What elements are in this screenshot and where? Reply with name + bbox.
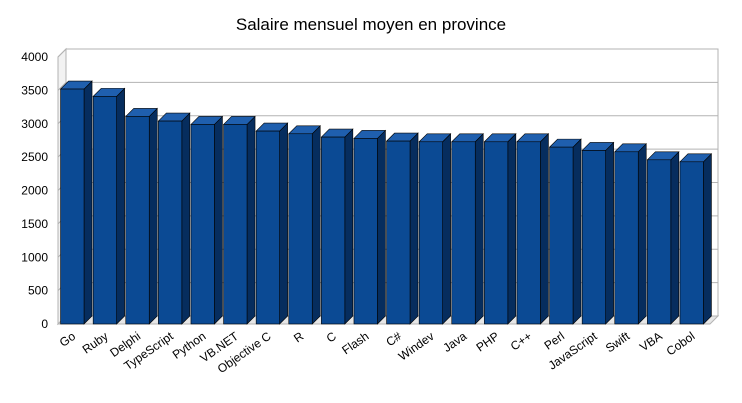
y-tick-label: 500 bbox=[28, 284, 48, 298]
x-tick-label: PHP bbox=[474, 329, 502, 355]
bar-front bbox=[255, 130, 280, 325]
bar bbox=[92, 87, 126, 325]
bar bbox=[483, 133, 517, 325]
y-tick-label: 2500 bbox=[21, 150, 48, 164]
bar-front bbox=[125, 116, 150, 325]
bar-side bbox=[409, 132, 419, 325]
x-tick-label: C bbox=[324, 329, 339, 346]
bar-side bbox=[605, 141, 614, 325]
x-tick-label: R bbox=[291, 329, 306, 346]
bar-side bbox=[279, 122, 288, 325]
bar bbox=[614, 143, 647, 325]
x-tick-label: C++ bbox=[508, 329, 535, 353]
bar bbox=[418, 133, 452, 325]
bar bbox=[190, 115, 224, 325]
bar-front bbox=[190, 124, 215, 325]
y-tick-label: 1500 bbox=[21, 217, 48, 231]
x-tick-label: Cobol bbox=[664, 329, 698, 358]
bar-front bbox=[418, 141, 443, 325]
bar bbox=[353, 129, 387, 325]
bar-front bbox=[92, 96, 117, 325]
bar-side bbox=[246, 115, 256, 325]
y-tick-label: 3000 bbox=[21, 117, 48, 131]
x-tick-label: VBA bbox=[637, 329, 665, 354]
bar-side bbox=[474, 133, 484, 325]
bar bbox=[581, 141, 615, 325]
bar-front bbox=[614, 151, 639, 325]
bar-front bbox=[679, 161, 704, 325]
bar-side bbox=[703, 153, 712, 325]
x-tick-label: Swift bbox=[603, 329, 633, 356]
x-tick-label: Ruby bbox=[80, 329, 111, 357]
bar bbox=[125, 107, 158, 325]
bar-side bbox=[83, 80, 93, 325]
bar-front bbox=[581, 150, 606, 325]
bar bbox=[646, 151, 680, 325]
bar bbox=[222, 115, 256, 325]
y-tick-label: 1000 bbox=[21, 250, 48, 264]
bar-side bbox=[214, 115, 223, 325]
bar-front bbox=[223, 124, 248, 325]
x-tick-label: Windev bbox=[396, 329, 437, 363]
bar bbox=[385, 132, 419, 325]
bar bbox=[320, 128, 354, 325]
bar-side bbox=[116, 87, 125, 325]
bar bbox=[157, 112, 191, 325]
y-tick-label: 4000 bbox=[21, 50, 48, 64]
bar bbox=[255, 122, 289, 325]
bar bbox=[516, 133, 550, 325]
bar-front bbox=[549, 146, 574, 325]
chart-title: Salaire mensuel moyen en province bbox=[235, 15, 507, 34]
bar-front bbox=[647, 159, 672, 325]
bar-side bbox=[181, 112, 191, 325]
bar bbox=[451, 133, 484, 325]
bar-side bbox=[311, 125, 321, 325]
bar-side bbox=[148, 107, 158, 325]
gridline bbox=[57, 81, 718, 91]
bar-side bbox=[344, 128, 354, 325]
bar-front bbox=[386, 140, 411, 325]
bar-side bbox=[670, 151, 680, 325]
bar-side bbox=[507, 133, 517, 325]
y-tick-label: 0 bbox=[41, 317, 48, 331]
bar-front bbox=[60, 88, 85, 325]
y-tick-label: 3500 bbox=[21, 83, 48, 97]
bar-front bbox=[158, 120, 183, 325]
bar-front bbox=[288, 133, 313, 325]
x-tick-label: Java bbox=[440, 329, 469, 355]
bar-front bbox=[321, 136, 346, 325]
bar bbox=[548, 138, 582, 325]
bar-side bbox=[637, 143, 647, 325]
x-tick-label: C# bbox=[383, 329, 404, 349]
bar-side bbox=[572, 138, 582, 325]
bar-front bbox=[516, 141, 541, 325]
bar-side bbox=[540, 133, 549, 325]
bar-front bbox=[353, 138, 378, 325]
bar bbox=[679, 153, 713, 325]
bar bbox=[288, 125, 321, 325]
bar-side bbox=[377, 129, 386, 325]
x-tick-label: Flash bbox=[339, 329, 371, 357]
bar-side bbox=[442, 133, 451, 325]
y-tick-label: 2000 bbox=[21, 184, 48, 198]
x-tick-label: Go bbox=[57, 329, 78, 350]
bar-front bbox=[451, 141, 476, 325]
gridline bbox=[57, 48, 718, 58]
bar bbox=[59, 80, 93, 325]
bar-front bbox=[484, 141, 509, 325]
